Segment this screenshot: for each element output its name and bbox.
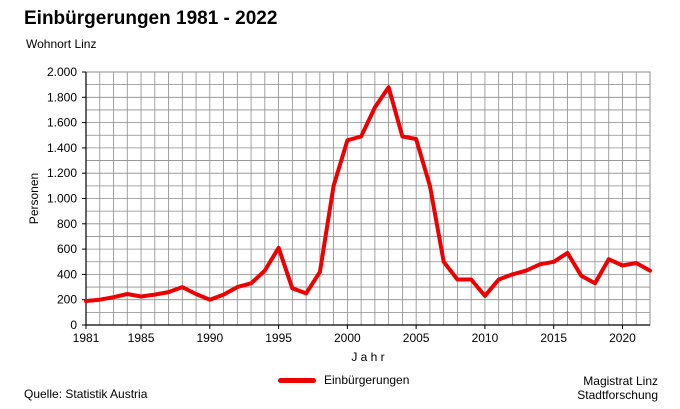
data-point: [538, 262, 542, 266]
x-tick-label: 2005: [403, 331, 430, 345]
data-point: [112, 295, 116, 299]
data-point: [607, 257, 611, 261]
y-tick-label: 1.000: [47, 192, 77, 206]
x-tick-label: 2010: [472, 331, 499, 345]
data-point: [414, 137, 418, 141]
data-point: [387, 85, 391, 89]
x-tick-label: 2020: [609, 331, 636, 345]
y-tick-label: 2.000: [47, 65, 77, 79]
data-point: [428, 184, 432, 188]
data-point: [359, 135, 363, 139]
data-point: [167, 290, 171, 294]
data-point: [290, 286, 294, 290]
data-point: [139, 295, 143, 299]
data-point: [249, 281, 253, 285]
chart-title: Einbürgerungen 1981 - 2022: [24, 8, 278, 29]
data-point: [469, 277, 473, 281]
y-tick-label: 1.400: [47, 141, 77, 155]
y-tick-label: 1.800: [47, 90, 77, 104]
y-tick-label: 200: [57, 293, 77, 307]
data-point: [84, 299, 88, 303]
x-tick-label: 1990: [196, 331, 223, 345]
data-point: [455, 277, 459, 281]
data-point: [318, 270, 322, 274]
legend: Einbürgerungen: [278, 373, 409, 387]
y-tick-label: 0: [70, 318, 77, 332]
data-point: [304, 291, 308, 295]
data-point: [620, 264, 624, 268]
x-axis-label: J a h r: [351, 350, 384, 364]
data-point: [524, 269, 528, 273]
data-point: [98, 298, 102, 302]
chart-subtitle: Wohnort Linz: [26, 37, 97, 51]
data-point: [565, 251, 569, 255]
y-tick-label: 1.600: [47, 116, 77, 130]
data-point: [593, 281, 597, 285]
data-point: [579, 274, 583, 278]
y-tick-label: 400: [57, 267, 77, 281]
data-point: [483, 294, 487, 298]
data-point: [277, 246, 281, 250]
data-point: [442, 260, 446, 264]
credit-note: Magistrat Linz Stadtforschung: [577, 374, 658, 402]
data-point: [497, 277, 501, 281]
credit-line-1: Magistrat Linz: [583, 374, 658, 388]
data-point: [222, 293, 226, 297]
x-tick-label: 1985: [128, 331, 155, 345]
y-axis-label: Personen: [27, 173, 41, 224]
data-point: [153, 293, 157, 297]
x-tick-label: 1981: [73, 331, 100, 345]
data-point: [552, 260, 556, 264]
y-tick-label: 1.200: [47, 166, 77, 180]
y-tick-label: 600: [57, 242, 77, 256]
data-point: [332, 184, 336, 188]
data-point: [180, 285, 184, 289]
data-point: [263, 269, 267, 273]
credit-line-2: Stadtforschung: [577, 388, 658, 402]
data-point: [648, 269, 652, 273]
data-point: [400, 135, 404, 139]
data-point: [235, 285, 239, 289]
x-tick-label: 2015: [540, 331, 567, 345]
x-tick-label: 1995: [265, 331, 292, 345]
source-note: Quelle: Statistik Austria: [24, 387, 148, 401]
x-tick-label: 2000: [334, 331, 361, 345]
data-point: [208, 298, 212, 302]
legend-swatch: [278, 377, 316, 383]
series-line-einbuergerungen: [84, 85, 652, 303]
data-point: [510, 272, 514, 276]
legend-label: Einbürgerungen: [324, 373, 410, 387]
data-point: [194, 292, 198, 296]
y-tick-label: 800: [57, 217, 77, 231]
data-point: [634, 261, 638, 265]
data-point: [125, 292, 129, 296]
data-point: [345, 138, 349, 142]
data-point: [373, 105, 377, 109]
